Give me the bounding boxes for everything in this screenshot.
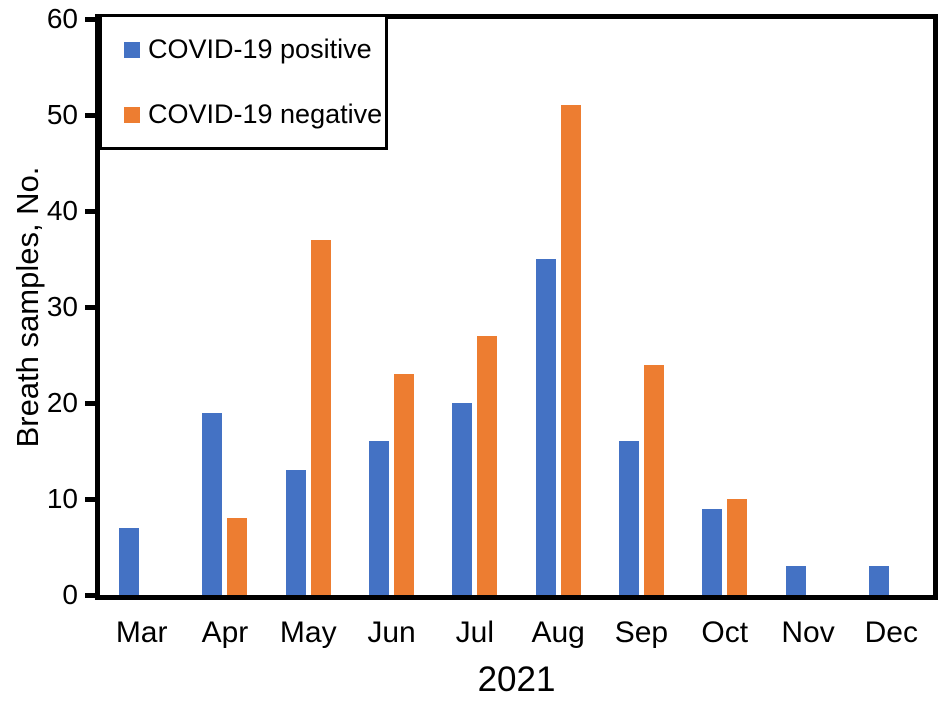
y-tick-label: 50 bbox=[46, 99, 78, 130]
plot-area: COVID-19 positive COVID-19 negative bbox=[95, 14, 938, 600]
category-group-aug bbox=[516, 19, 599, 595]
bar-covid-positive bbox=[202, 412, 223, 595]
category-group-may bbox=[267, 19, 350, 595]
bars-layer bbox=[100, 19, 933, 595]
bar-covid-negative bbox=[394, 374, 415, 595]
y-tick-label: 20 bbox=[46, 387, 78, 418]
x-axis-title: 2021 bbox=[477, 660, 556, 699]
bar-covid-positive bbox=[452, 403, 473, 595]
bar-covid-positive bbox=[868, 566, 889, 595]
x-tick-label: Oct bbox=[701, 616, 749, 649]
x-tick-label: Jul bbox=[455, 616, 495, 649]
y-axis-tick bbox=[85, 497, 95, 502]
bar-covid-negative bbox=[310, 239, 331, 595]
bar-covid-negative bbox=[477, 335, 498, 595]
bar-covid-positive bbox=[119, 527, 140, 595]
bar-covid-negative bbox=[643, 364, 664, 595]
bar-covid-negative bbox=[227, 518, 248, 595]
bar-covid-positive bbox=[285, 470, 306, 595]
category-group-oct bbox=[683, 19, 766, 595]
x-tick-label: Nov bbox=[781, 616, 835, 649]
x-tick-label: Mar bbox=[115, 616, 168, 649]
y-axis-tick bbox=[85, 401, 95, 406]
category-group-sep bbox=[600, 19, 683, 595]
legend: COVID-19 positive COVID-19 negative bbox=[99, 14, 388, 150]
bar-covid-positive bbox=[535, 259, 556, 595]
bar-covid-negative bbox=[727, 499, 748, 595]
legend-item: COVID-19 negative bbox=[124, 101, 385, 128]
y-tick-label: 0 bbox=[62, 579, 78, 610]
y-axis-tick bbox=[85, 593, 95, 598]
x-tick-label: Aug bbox=[531, 616, 585, 649]
bar-covid-positive bbox=[618, 441, 639, 595]
legend-label: COVID-19 positive bbox=[148, 34, 372, 64]
category-group-apr bbox=[183, 19, 266, 595]
y-axis-tick bbox=[85, 305, 95, 310]
legend-swatch-icon bbox=[124, 106, 140, 123]
x-tick-label: Sep bbox=[614, 616, 669, 649]
legend-label: COVID-19 negative bbox=[148, 99, 383, 129]
category-group-jul bbox=[433, 19, 516, 595]
legend-item: COVID-19 positive bbox=[124, 36, 385, 63]
category-group-nov bbox=[766, 19, 849, 595]
category-group-mar bbox=[100, 19, 183, 595]
bar-covid-negative bbox=[560, 105, 581, 595]
x-tick-label: Dec bbox=[864, 616, 918, 649]
x-tick-label: Jun bbox=[367, 616, 416, 649]
y-tick-label: 30 bbox=[46, 291, 78, 322]
y-axis-tick bbox=[85, 17, 95, 22]
y-axis-tick bbox=[85, 113, 95, 118]
y-axis-tick bbox=[85, 209, 95, 214]
category-group-dec bbox=[850, 19, 933, 595]
x-tick-label: Apr bbox=[201, 616, 249, 649]
bar-covid-positive bbox=[702, 508, 723, 595]
x-axis: Mar Apr May Jun Jul Aug Sep Oct Nov Dec bbox=[100, 616, 933, 649]
legend-swatch-icon bbox=[124, 41, 140, 58]
bar-covid-positive bbox=[785, 566, 806, 595]
bar-covid-positive bbox=[369, 441, 390, 595]
y-tick-label: 60 bbox=[46, 3, 78, 34]
category-group-jun bbox=[350, 19, 433, 595]
y-tick-label: 40 bbox=[46, 195, 78, 226]
x-tick-label: May bbox=[279, 616, 337, 649]
y-tick-label: 10 bbox=[46, 483, 78, 514]
